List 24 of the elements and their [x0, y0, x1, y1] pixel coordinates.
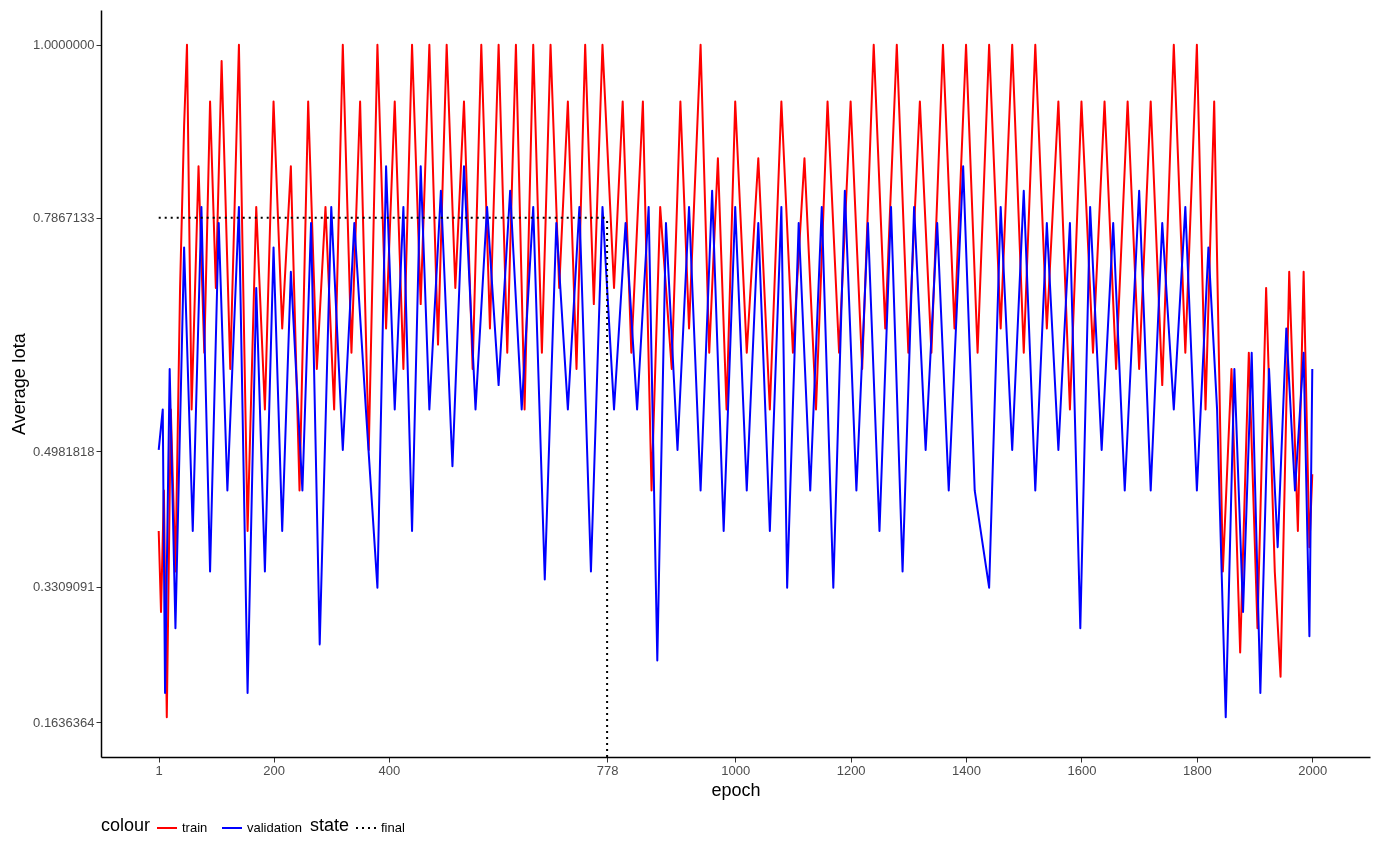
- y-tick-label: 0.4981818: [33, 443, 95, 459]
- x-tick-label: 1600: [1067, 762, 1097, 778]
- line-series: [157, 43, 1314, 719]
- text: state: [310, 815, 350, 835]
- legend-title: colour: [101, 815, 151, 835]
- legend-label: validation: [247, 820, 302, 835]
- y-tick-label: 1.0000000: [33, 37, 95, 53]
- x-tick-label: 200: [263, 762, 285, 778]
- x-tick-label: 2000: [1298, 762, 1328, 778]
- x-axis-title: epoch: [711, 779, 761, 800]
- legend-label: train: [182, 820, 208, 835]
- x-tick-label: 1: [155, 762, 163, 778]
- y-tick-label: 0.1636364: [33, 714, 95, 730]
- y-tick-label: 0.7867133: [33, 210, 95, 226]
- line-series: [157, 165, 1314, 719]
- legend-label: final: [381, 820, 405, 835]
- x-tick-label: 1200: [836, 762, 866, 778]
- x-tick-label: 400: [378, 762, 401, 778]
- y-axis-title: Average Iota: [9, 332, 30, 435]
- y-tick-label: 0.3309091: [33, 579, 95, 595]
- x-tick-label: 1800: [1182, 762, 1212, 778]
- x-tick-label: 1000: [721, 762, 751, 778]
- x-tick-label: 778: [596, 762, 619, 778]
- x-tick-label: 1400: [952, 762, 981, 778]
